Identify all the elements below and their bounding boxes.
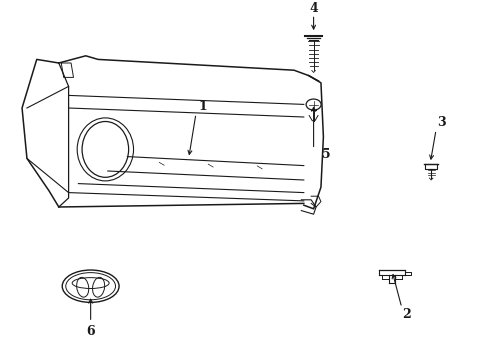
Text: 4: 4 [309,3,318,15]
Text: 2: 2 [402,309,411,321]
Text: 1: 1 [199,100,208,113]
Text: 5: 5 [321,148,330,161]
Text: 3: 3 [437,116,445,129]
Text: 6: 6 [86,325,95,338]
